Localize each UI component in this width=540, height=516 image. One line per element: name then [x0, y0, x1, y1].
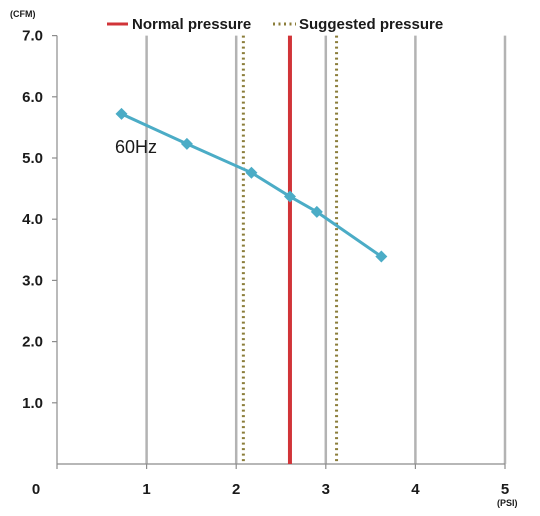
data-point-0-5	[375, 250, 388, 263]
x-tick-label-1: 1	[142, 481, 150, 498]
x-tick-label-4: 4	[411, 481, 420, 498]
x-tick-label-0: 0	[32, 481, 40, 498]
y-axis-unit: (CFM)	[10, 9, 36, 19]
legend-normal-label: Normal pressure	[132, 16, 251, 33]
y-tick-label-5: 6.0	[22, 89, 43, 106]
y-tick-label-3: 4.0	[22, 211, 43, 228]
data-point-0-0	[115, 107, 128, 120]
y-tick-labels: 1.0 2.0 3.0 4.0 5.0 6.0 7.0	[22, 28, 43, 412]
series-line-0	[120, 112, 383, 258]
data-point-0-3	[283, 190, 296, 203]
y-tick-label-6: 7.0	[22, 28, 43, 45]
x-tick-label-3: 3	[322, 481, 330, 498]
x-tick-label-2: 2	[232, 481, 240, 498]
y-tick-label-0: 1.0	[22, 395, 43, 412]
x-tick-label-5: 5	[501, 481, 509, 498]
legend: Normal pressure Suggested pressure	[107, 16, 443, 33]
x-tick-labels: 0 1 2 3 4 5	[32, 481, 509, 498]
y-tick-label-4: 5.0	[22, 150, 43, 167]
series-label-60hz: 60Hz	[115, 137, 157, 157]
data-point-0-1	[180, 137, 193, 150]
axes	[52, 34, 506, 469]
x-axis-unit: (PSI)	[497, 498, 518, 508]
y-tick-label-2: 3.0	[22, 272, 43, 289]
series-group	[115, 107, 388, 263]
data-point-0-2	[245, 166, 258, 179]
legend-suggested-label: Suggested pressure	[299, 16, 443, 33]
data-point-0-4	[310, 205, 323, 218]
grid	[145, 35, 507, 464]
reference-lines	[241, 35, 339, 464]
y-tick-label-1: 2.0	[22, 334, 43, 351]
